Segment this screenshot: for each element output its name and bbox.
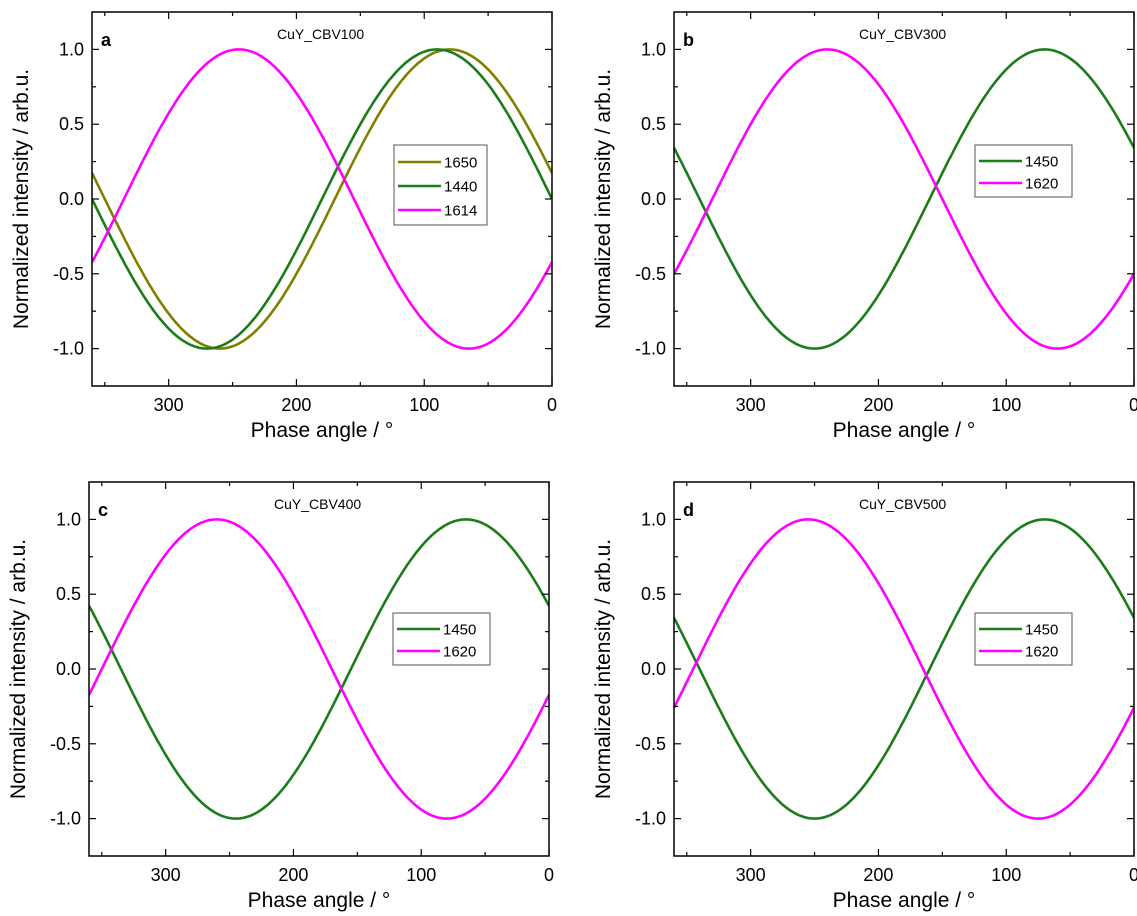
x-tick-label: 300 bbox=[154, 395, 184, 415]
x-tick-label: 100 bbox=[991, 395, 1021, 415]
y-tick-label: 0.0 bbox=[59, 189, 84, 209]
x-tick-label: 200 bbox=[278, 865, 308, 885]
series-line-1620 bbox=[674, 518, 1134, 820]
y-axis-label: Normalized intensity / arb.u. bbox=[592, 69, 615, 329]
x-tick-label: 0 bbox=[1129, 395, 1137, 415]
series-line-1450 bbox=[674, 518, 1134, 820]
legend-box bbox=[392, 612, 491, 666]
x-tick-label: 0 bbox=[1129, 865, 1137, 885]
x-tick-label: 0 bbox=[544, 865, 554, 885]
y-tick-label: 1.0 bbox=[641, 39, 666, 59]
legend-label-1620: 1620 bbox=[1025, 644, 1058, 661]
legend: 1650 1440 1614 bbox=[393, 144, 488, 226]
panel-letter: d bbox=[683, 500, 694, 520]
series-line-1450 bbox=[674, 48, 1134, 350]
series-line-1450 bbox=[89, 518, 549, 820]
legend-label-1450: 1450 bbox=[1025, 622, 1058, 639]
chart-panel-d: 300 200 100 0 -1.0 -0.5 0.0 0.5 1.0 Phase angle /… bbox=[592, 481, 1137, 912]
x-tick-label: 200 bbox=[863, 395, 893, 415]
series-line-1650 bbox=[92, 48, 552, 350]
y-tick-label: -1.0 bbox=[635, 339, 666, 359]
legend-box bbox=[974, 144, 1073, 198]
y-tick-label: -0.5 bbox=[53, 264, 84, 284]
plot-frame bbox=[88, 481, 550, 857]
y-axis-label: Normalized intensity / arb.u. bbox=[10, 69, 33, 329]
series-line-1620 bbox=[89, 518, 549, 820]
series-line-1614 bbox=[92, 48, 552, 350]
legend: 1450 1620 bbox=[974, 612, 1073, 666]
x-axis-label: Phase angle / ° bbox=[833, 419, 976, 442]
legend-label-1440: 1440 bbox=[444, 179, 477, 196]
y-axis-label: Normalized intensity / arb.u. bbox=[592, 539, 615, 799]
y-tick-label: 0.0 bbox=[641, 189, 666, 209]
x-tick-label: 300 bbox=[736, 865, 766, 885]
y-tick-label: -0.5 bbox=[635, 264, 666, 284]
x-axis-label: Phase angle / ° bbox=[248, 889, 391, 912]
y-tick-label: -0.5 bbox=[635, 734, 666, 754]
panel-letter: a bbox=[101, 30, 112, 50]
y-tick-label: 0.0 bbox=[56, 659, 81, 679]
y-tick-label: 1.0 bbox=[56, 509, 81, 529]
x-axis-label: Phase angle / ° bbox=[251, 419, 394, 442]
legend-label-1450: 1450 bbox=[1025, 154, 1058, 171]
y-tick-label: 0.5 bbox=[641, 114, 666, 134]
panel-title: CuY_CBV400 bbox=[274, 496, 361, 512]
y-axis-label: Normalized intensity / arb.u. bbox=[7, 539, 30, 799]
y-tick-label: 0.0 bbox=[641, 659, 666, 679]
legend-label-1620: 1620 bbox=[1025, 176, 1058, 193]
legend: 1450 1620 bbox=[974, 144, 1073, 198]
y-tick-label: -1.0 bbox=[53, 339, 84, 359]
x-tick-label: 300 bbox=[736, 395, 766, 415]
panel-title: CuY_CBV100 bbox=[277, 26, 364, 42]
x-tick-label: 100 bbox=[991, 865, 1021, 885]
series-line-1620 bbox=[674, 48, 1134, 350]
x-tick-label: 200 bbox=[863, 865, 893, 885]
panel-title: CuY_CBV300 bbox=[859, 26, 946, 42]
y-tick-label: 0.5 bbox=[59, 114, 84, 134]
panel-letter: b bbox=[683, 30, 694, 50]
legend-label-1650: 1650 bbox=[444, 155, 477, 172]
x-tick-label: 200 bbox=[281, 395, 311, 415]
legend-label-1614: 1614 bbox=[444, 203, 477, 220]
legend: 1450 1620 bbox=[392, 612, 491, 666]
x-tick-label: 100 bbox=[406, 865, 436, 885]
chart-panel-a: 300 200 100 0 -1.0 -0.5 0.0 0.5 1.0 Phase angle /… bbox=[10, 11, 557, 442]
y-tick-label: 1.0 bbox=[59, 39, 84, 59]
panel-letter: c bbox=[98, 500, 108, 520]
chart-panel-b: 300 200 100 0 -1.0 -0.5 0.0 0.5 1.0 Phase angle /… bbox=[592, 11, 1137, 442]
legend-box bbox=[974, 612, 1073, 666]
y-tick-label: 1.0 bbox=[641, 509, 666, 529]
x-tick-label: 300 bbox=[151, 865, 181, 885]
y-tick-label: -0.5 bbox=[50, 734, 81, 754]
x-tick-label: 0 bbox=[547, 395, 557, 415]
chart-panel-c: 300 200 100 0 -1.0 -0.5 0.0 0.5 1.0 Phase angle /… bbox=[7, 481, 554, 912]
x-axis-label: Phase angle / ° bbox=[833, 889, 976, 912]
series-line-1440 bbox=[92, 48, 552, 350]
y-tick-label: 0.5 bbox=[56, 584, 81, 604]
y-tick-label: -1.0 bbox=[50, 809, 81, 829]
legend-label-1450: 1450 bbox=[443, 622, 476, 639]
y-tick-label: -1.0 bbox=[635, 809, 666, 829]
x-tick-label: 100 bbox=[409, 395, 439, 415]
plot-frame bbox=[673, 481, 1135, 857]
y-tick-label: 0.5 bbox=[641, 584, 666, 604]
plot-frame bbox=[673, 11, 1135, 387]
legend-label-1620: 1620 bbox=[443, 644, 476, 661]
panel-title: CuY_CBV500 bbox=[859, 496, 946, 512]
